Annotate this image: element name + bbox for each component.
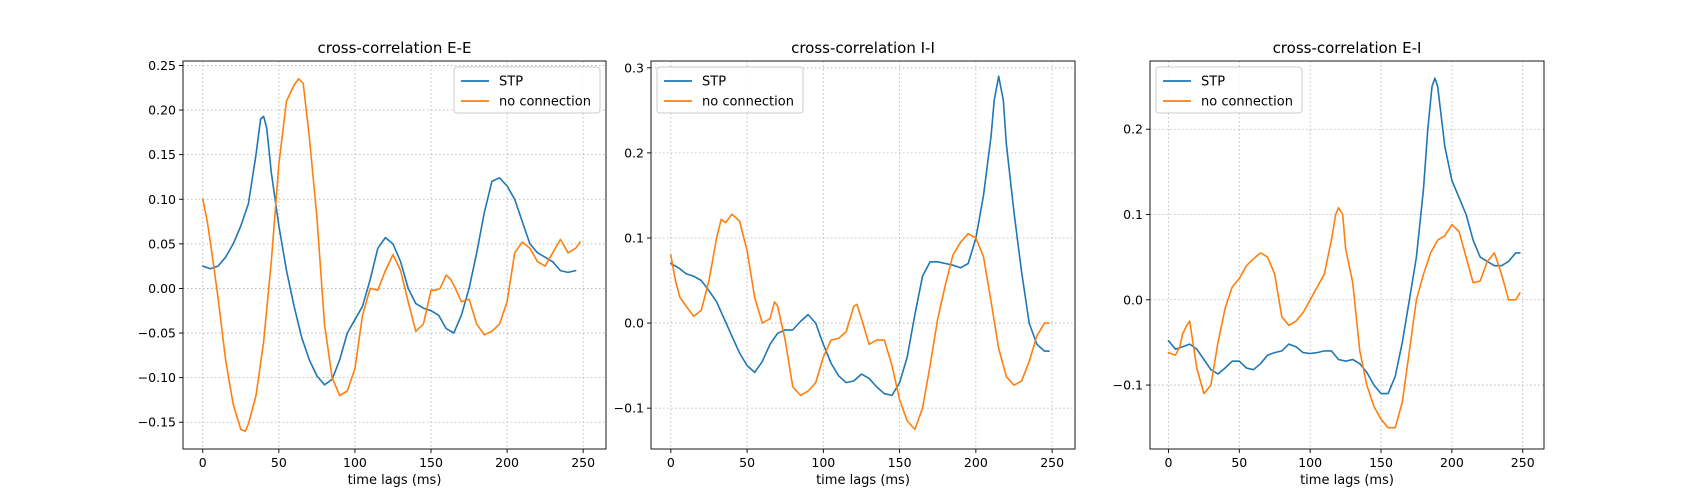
y-tick-label: 0.3 — [624, 60, 644, 75]
plot-frame — [1149, 60, 1545, 450]
x-tick-label: 250 — [1040, 455, 1064, 470]
y-tick-label: 0.0 — [1123, 292, 1143, 307]
panels: cross-correlation E-E 0 50 100 150 200 250 −0.1… — [138, 39, 1545, 488]
plot-frame — [650, 60, 1076, 450]
series-group — [202, 78, 581, 433]
y-tick-label: 0.00 — [148, 281, 176, 296]
legend-label: no connection — [702, 95, 794, 110]
legend-box — [1155, 66, 1303, 114]
legend: STP no connection — [453, 66, 601, 114]
x-tick-label: 0 — [1164, 455, 1172, 470]
chart-panel-1: cross-correlation E-E 0 50 100 150 200 250 −0.1… — [138, 39, 607, 488]
legend-box — [453, 66, 601, 114]
series-line-no-connection — [669, 213, 1050, 431]
x-tick-label: 50 — [1231, 455, 1247, 470]
legend-box — [656, 66, 804, 114]
chart-title: cross-correlation I-I — [791, 39, 935, 57]
legend-label: STP — [499, 75, 523, 90]
x-tick-label: 0 — [199, 455, 207, 470]
chart-panel-3: cross-correlation E-I 0 50 100 150 200 250 −0.1… — [1113, 39, 1545, 488]
y-tick-label: 0.2 — [624, 145, 644, 160]
x-tick-label: 100 — [343, 455, 367, 470]
y-tick-label: −0.15 — [138, 415, 176, 430]
x-tick-label: 100 — [811, 455, 835, 470]
chart-title: cross-correlation E-I — [1273, 39, 1422, 57]
y-tick-label: −0.10 — [138, 370, 176, 385]
x-tick-label: 200 — [495, 455, 519, 470]
grid — [1150, 61, 1544, 449]
y-tick-label: 0.15 — [148, 147, 176, 162]
legend: STP no connection — [656, 66, 804, 114]
legend: STP no connection — [1155, 66, 1303, 114]
y-tick-label: −0.05 — [138, 326, 176, 341]
y-tick-label: −0.1 — [614, 401, 644, 416]
x-tick-label: 150 — [1369, 455, 1393, 470]
y-tick-label: 0.0 — [624, 316, 644, 331]
legend-label: no connection — [499, 95, 591, 110]
x-tick-label: 150 — [888, 455, 912, 470]
chart-panel-2: cross-correlation I-I 0 50 100 150 200 250 −0.1… — [614, 39, 1076, 488]
y-tick-label: 0.10 — [148, 192, 176, 207]
series-line-no-connection — [1167, 206, 1521, 429]
legend-label: no connection — [1201, 95, 1293, 110]
x-tick-label: 200 — [964, 455, 988, 470]
series-group — [669, 75, 1050, 431]
x-tick-label: 50 — [271, 455, 287, 470]
x-tick-label: 250 — [1511, 455, 1535, 470]
series-line-stp — [1167, 77, 1521, 395]
series-group — [1167, 77, 1521, 429]
legend-label: STP — [1201, 75, 1225, 90]
x-axis-label: time lags (ms) — [816, 473, 910, 488]
chart-title: cross-correlation E-E — [318, 39, 472, 57]
x-tick-label: 50 — [739, 455, 755, 470]
x-tick-label: 200 — [1440, 455, 1464, 470]
y-tick-label: 0.25 — [148, 58, 176, 73]
series-line-stp — [669, 75, 1050, 397]
x-tick-label: 100 — [1298, 455, 1322, 470]
y-tick-label: 0.2 — [1123, 122, 1143, 137]
y-tick-label: −0.1 — [1113, 378, 1143, 393]
y-tick-label: 0.05 — [148, 236, 176, 251]
x-tick-label: 150 — [419, 455, 443, 470]
x-axis-label: time lags (ms) — [1300, 473, 1394, 488]
series-line-stp — [202, 115, 577, 386]
y-tick-label: 0.20 — [148, 103, 176, 118]
plot-frame — [182, 60, 607, 450]
x-tick-label: 0 — [667, 455, 675, 470]
y-tick-label: 0.1 — [1123, 207, 1143, 222]
legend-label: STP — [702, 75, 726, 90]
x-tick-label: 250 — [571, 455, 595, 470]
series-line-no-connection — [202, 78, 581, 433]
x-axis-label: time lags (ms) — [348, 473, 442, 488]
y-tick-label: 0.1 — [624, 230, 644, 245]
